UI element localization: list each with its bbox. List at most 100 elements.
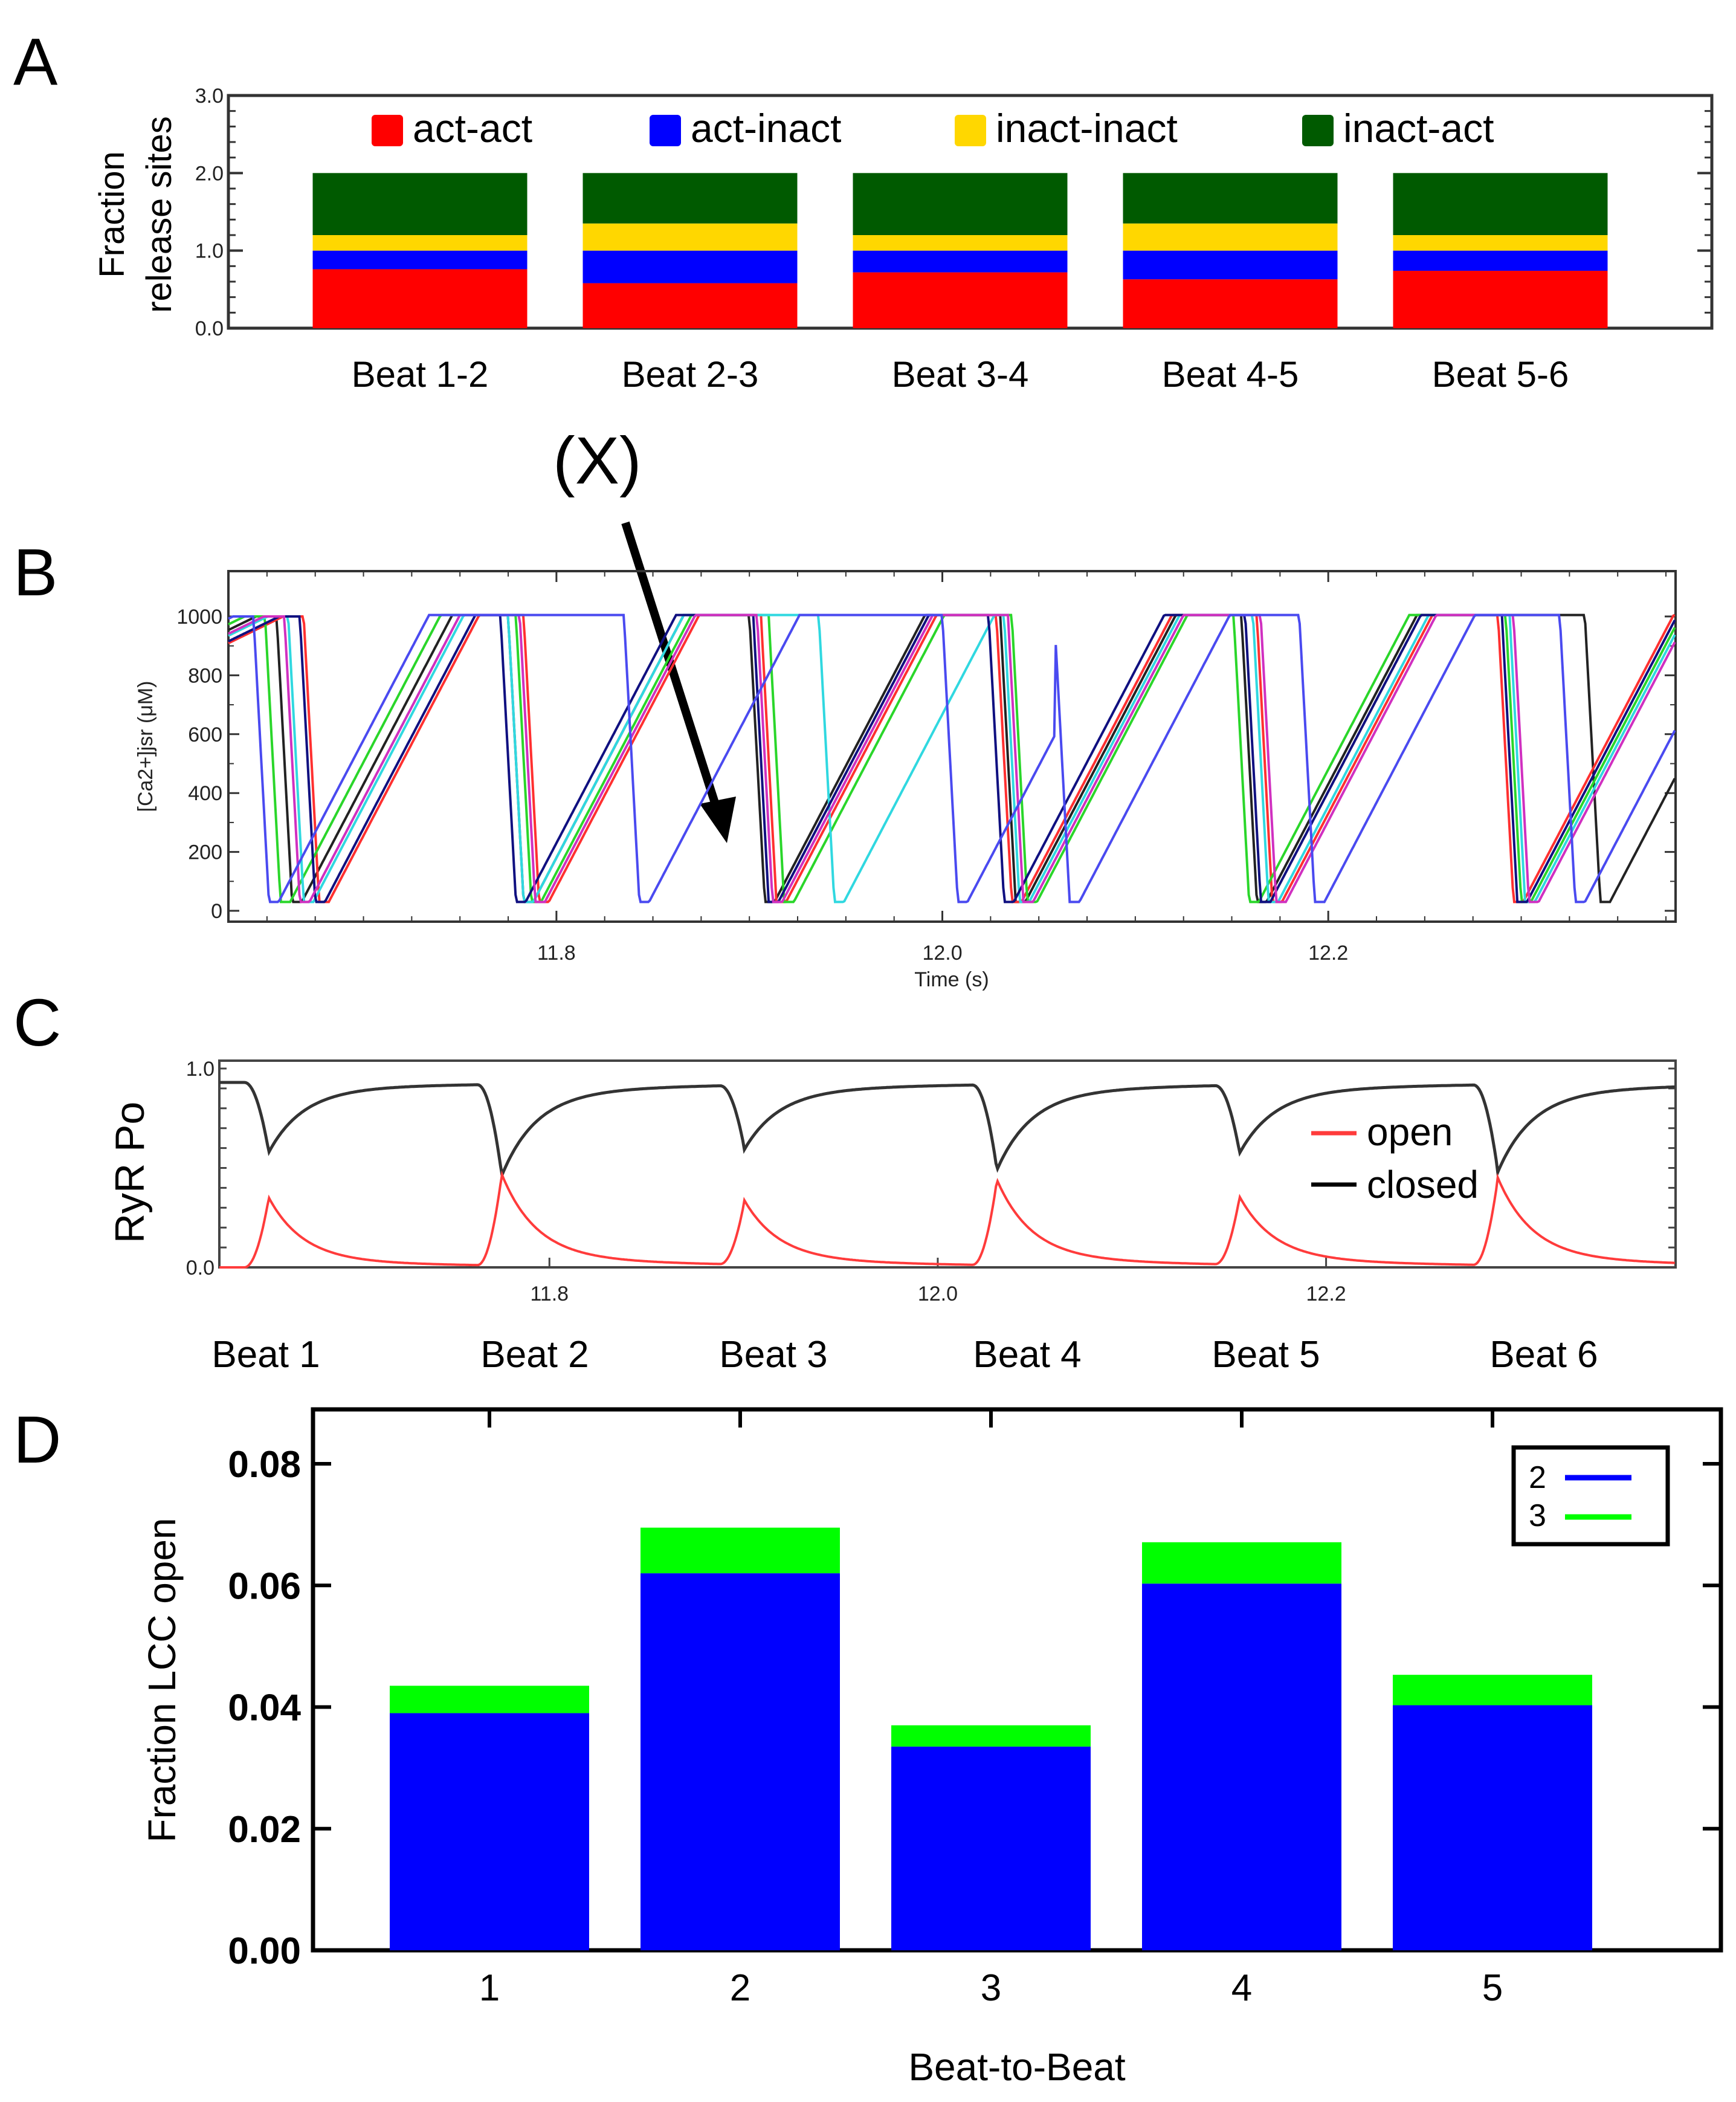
c-beat-label-1: Beat 1 bbox=[211, 1334, 320, 1376]
a-legend-swatch-inact-act bbox=[1302, 115, 1334, 146]
d-xtick-label-4: 4 bbox=[1231, 1967, 1252, 2009]
a-legend-swatch-inact-inact bbox=[955, 115, 986, 146]
d-bar-2-2 bbox=[641, 1573, 840, 1950]
d-bar-2-5 bbox=[1393, 1705, 1592, 1950]
a-bar-act-inact-5 bbox=[1393, 250, 1608, 271]
a-bar-act-act-1 bbox=[312, 269, 528, 328]
c-series-open bbox=[219, 1170, 1675, 1269]
panel-letter-a: A bbox=[13, 25, 58, 99]
a-legend-swatch-act-inact bbox=[650, 115, 681, 146]
a-bar-inact-act-1 bbox=[312, 173, 528, 235]
panel-d-xlabel: Beat-to-Beat bbox=[908, 2045, 1126, 2089]
c-ytick-label-1.0: 1.0 bbox=[186, 1058, 215, 1081]
annotation-arrow bbox=[621, 521, 723, 818]
d-xtick-label-1: 1 bbox=[479, 1967, 500, 2009]
panel-b-frame bbox=[227, 570, 1677, 923]
b-series-black bbox=[228, 613, 1676, 904]
a-bar-inact-act-5 bbox=[1393, 173, 1608, 235]
d-bar-2-1 bbox=[390, 1713, 589, 1950]
b-series-blue bbox=[228, 613, 1676, 904]
c-legend-label-open: open bbox=[1367, 1110, 1453, 1154]
b-series-cyan bbox=[228, 613, 1676, 904]
panel-a-ylabel-line1: Fraction bbox=[92, 151, 132, 278]
a-bar-act-inact-1 bbox=[312, 250, 528, 270]
panel-b: 0 200 400 600 800 1000 11.8 12.0 12.2 [Ca2+]jsr … bbox=[134, 570, 1677, 991]
b-series-magenta bbox=[228, 613, 1676, 904]
a-bar-inact-inact-1 bbox=[312, 235, 528, 251]
panel-c-ylabel: RyR Po bbox=[107, 1102, 153, 1243]
b-series-green bbox=[228, 613, 1676, 904]
d-legend-label-2: 2 bbox=[1529, 1460, 1546, 1495]
b-ytick-label-800: 800 bbox=[188, 664, 222, 687]
panel-a: 0.0 1.0 2.0 3.0 Beat 1-2 Beat 2-3 Beat 3-4 Bea… bbox=[92, 85, 1714, 395]
c-ytick-label-0.0: 0.0 bbox=[186, 1256, 215, 1279]
a-xtick-label-5: Beat 5-6 bbox=[1432, 354, 1569, 395]
panel-a-ylabel-line2: release sites bbox=[140, 116, 179, 313]
a-xtick-label-3: Beat 3-4 bbox=[892, 354, 1029, 395]
b-xtick-label-11.8: 11.8 bbox=[537, 942, 576, 965]
a-ytick-label-3.0: 3.0 bbox=[195, 85, 224, 108]
b-ytick-label-200: 200 bbox=[188, 841, 222, 864]
a-legend-label-act-inact: act-inact bbox=[691, 106, 841, 150]
d-ytick-label-0.08: 0.08 bbox=[228, 1444, 301, 1486]
d-legend-box bbox=[1511, 1445, 1670, 1547]
d-xtick-label-2: 2 bbox=[730, 1967, 750, 2009]
panel-b-xlabel: Time (s) bbox=[914, 968, 989, 991]
c-series-closed bbox=[219, 1081, 1675, 1181]
a-bar-inact-act-2 bbox=[582, 173, 798, 224]
d-bar-2-3 bbox=[891, 1746, 1091, 1950]
a-bar-inact-inact-3 bbox=[853, 235, 1068, 251]
a-xtick-label-1: Beat 1-2 bbox=[352, 354, 489, 395]
d-legend-label-3: 3 bbox=[1529, 1498, 1546, 1533]
d-bar-3-2 bbox=[641, 1527, 840, 1574]
annotation-x: (X) bbox=[553, 424, 736, 843]
c-xtick-label-12.0: 12.0 bbox=[918, 1282, 958, 1305]
annotation-x-label: (X) bbox=[553, 424, 642, 498]
b-ytick-label-400: 400 bbox=[188, 782, 222, 805]
panel-c-ylabel-text: RyR Po bbox=[107, 1102, 153, 1243]
d-ytick-label-0.04: 0.04 bbox=[228, 1687, 301, 1729]
b-ytick-label-1000: 1000 bbox=[176, 606, 222, 629]
panel-c: 0.0 1.0 11.8 12.0 12.2 Beat 1 Beat 2 Beat 3 Bea… bbox=[107, 1058, 1677, 1376]
b-xtick-label-12.0: 12.0 bbox=[922, 942, 962, 965]
a-legend-label-act-act: act-act bbox=[413, 106, 532, 150]
d-ytick-label-0.06: 0.06 bbox=[228, 1565, 301, 1607]
a-xtick-label-4: Beat 4-5 bbox=[1162, 354, 1299, 395]
d-ytick-label-0.02: 0.02 bbox=[228, 1809, 301, 1851]
a-bar-act-act-2 bbox=[582, 283, 798, 328]
a-ytick-label-2.0: 2.0 bbox=[195, 162, 224, 185]
a-bar-act-inact-2 bbox=[582, 250, 798, 283]
panel-b-ylabel: [Ca2+]jsr (μM) bbox=[134, 681, 157, 812]
a-legend-label-inact-act: inact-act bbox=[1343, 106, 1494, 150]
panel-letter-c: C bbox=[13, 986, 61, 1060]
c-beat-label-3: Beat 3 bbox=[719, 1334, 827, 1376]
b-ytick-label-0: 0 bbox=[211, 900, 222, 923]
c-beat-label-2: Beat 2 bbox=[480, 1334, 589, 1376]
a-bar-act-act-4 bbox=[1123, 279, 1338, 328]
a-legend-label-inact-inact: inact-inact bbox=[996, 106, 1178, 150]
c-xtick-label-12.2: 12.2 bbox=[1306, 1282, 1346, 1305]
d-bar-3-4 bbox=[1142, 1542, 1341, 1584]
d-xtick-label-3: 3 bbox=[981, 1967, 1001, 2009]
a-bar-inact-inact-2 bbox=[582, 223, 798, 251]
a-legend-swatch-act-act bbox=[372, 115, 403, 146]
c-beat-label-4: Beat 4 bbox=[973, 1334, 1081, 1376]
a-bar-act-inact-4 bbox=[1123, 250, 1338, 280]
a-bar-act-act-5 bbox=[1393, 271, 1608, 328]
d-xtick-label-5: 5 bbox=[1482, 1967, 1503, 2009]
d-bar-3-5 bbox=[1393, 1675, 1592, 1706]
c-beat-label-5: Beat 5 bbox=[1212, 1334, 1320, 1376]
d-bar-2-4 bbox=[1142, 1583, 1341, 1950]
c-xtick-label-11.8: 11.8 bbox=[530, 1282, 569, 1305]
d-bar-3-1 bbox=[390, 1686, 589, 1713]
b-xtick-label-12.2: 12.2 bbox=[1308, 942, 1348, 965]
d-ytick-label-0.00: 0.00 bbox=[228, 1930, 301, 1972]
a-bar-act-act-3 bbox=[853, 272, 1068, 328]
panel-d-ylabel: Fraction LCC open bbox=[140, 1518, 184, 1842]
a-bar-inact-inact-5 bbox=[1393, 235, 1608, 251]
a-ytick-label-1.0: 1.0 bbox=[195, 240, 224, 263]
a-bar-act-inact-3 bbox=[853, 250, 1068, 273]
a-bar-inact-act-4 bbox=[1123, 173, 1338, 224]
